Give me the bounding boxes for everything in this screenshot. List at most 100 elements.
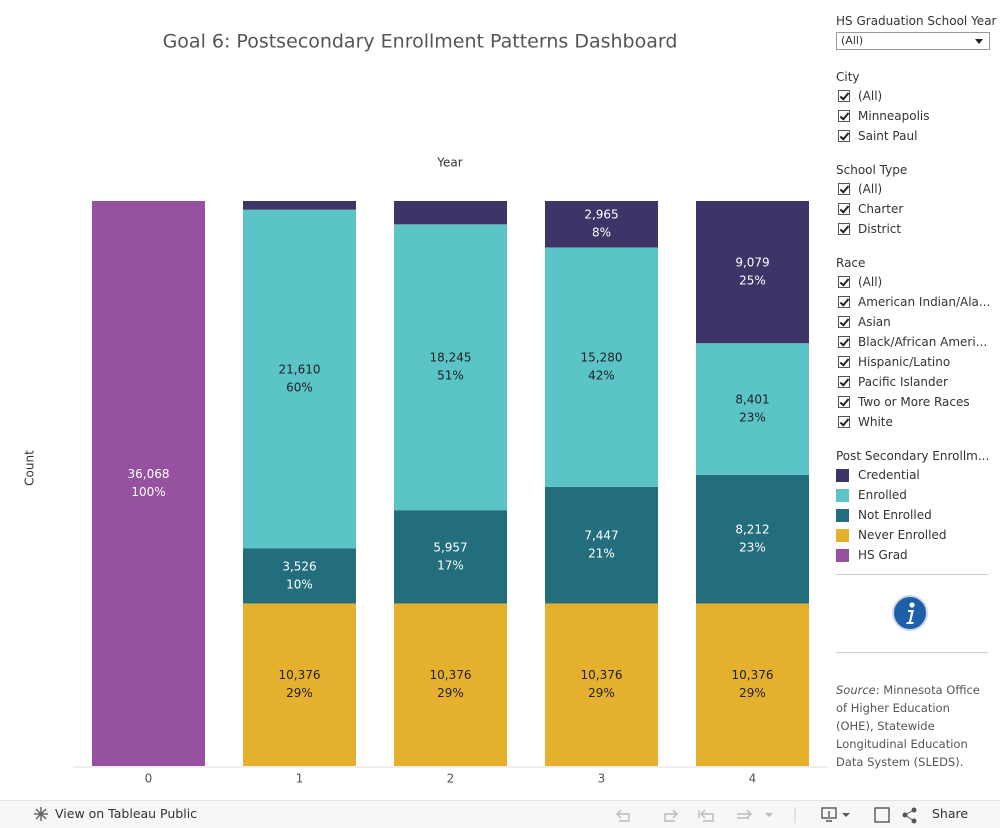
source-note: Source: Minnesota Office of Higher Educa…	[836, 681, 988, 771]
legend-label: Credential	[858, 468, 920, 482]
checkbox-item[interactable]: Charter	[838, 202, 903, 216]
chart-title: Goal 6: Postsecondary Enrollment Pattern…	[163, 31, 678, 53]
checkbox-item[interactable]: White	[838, 415, 893, 429]
option-label: Saint Paul	[858, 129, 918, 143]
value-label: 5,957	[433, 540, 467, 554]
option-label: Pacific Islander	[858, 375, 948, 389]
checkbox-item[interactable]: District	[838, 222, 901, 236]
checkbox-item[interactable]: Pacific Islander	[838, 375, 948, 389]
checkbox[interactable]	[838, 130, 850, 142]
value-label: 8,212	[735, 523, 769, 537]
percent-label: 8%	[592, 226, 611, 240]
checkbox-item[interactable]: (All)	[838, 89, 882, 103]
bar-segment	[545, 603, 658, 766]
checkbox-item[interactable]: (All)	[838, 275, 882, 289]
percent-label: 10%	[286, 577, 313, 591]
percent-label: 29%	[739, 686, 766, 700]
option-label: Hispanic/Latino	[858, 355, 951, 369]
checkbox[interactable]	[838, 416, 850, 428]
option-label: (All)	[858, 275, 883, 289]
checkbox[interactable]	[838, 276, 850, 288]
bar-segment	[394, 603, 507, 766]
checkbox-item[interactable]: American Indian/Ala...	[838, 295, 990, 309]
checkbox-item[interactable]: Minneapolis	[838, 109, 930, 123]
value-label: 7,447	[584, 529, 618, 543]
value-label: 9,079	[735, 256, 769, 270]
checkbox-item[interactable]: Asian	[838, 315, 891, 329]
bar-segment	[696, 603, 809, 766]
checkbox-item[interactable]: Hispanic/Latino	[838, 355, 950, 369]
x-tick-label: 4	[749, 772, 757, 786]
x-tick-label: 2	[447, 772, 455, 786]
filter-title: Race	[836, 256, 866, 270]
option-label: (All)	[858, 89, 883, 103]
legend-label: Enrolled	[858, 488, 907, 502]
percent-label: 29%	[437, 686, 464, 700]
percent-label: 29%	[286, 686, 313, 700]
checkbox[interactable]	[838, 396, 850, 408]
bar-segment	[545, 486, 658, 604]
checkbox-item[interactable]: (All)	[838, 182, 882, 196]
checkbox[interactable]	[838, 376, 850, 388]
legend-item: HS Grad	[836, 548, 908, 562]
checkbox[interactable]	[838, 90, 850, 102]
history-buttons	[616, 807, 796, 823]
bar-segment	[394, 201, 507, 225]
bar-segment	[243, 603, 356, 766]
bar-segment	[545, 247, 658, 487]
source-label: Source	[836, 683, 876, 697]
divider	[836, 574, 988, 575]
percent-label: 23%	[739, 411, 766, 425]
value-label: 15,280	[581, 351, 623, 365]
legend-label: HS Grad	[858, 548, 908, 562]
x-axis-title: Year	[436, 156, 462, 170]
value-label: 10,376	[430, 668, 472, 682]
percent-label: 42%	[588, 369, 615, 383]
checkbox[interactable]	[838, 356, 850, 368]
value-label: 3,526	[282, 559, 316, 573]
bar-segment	[92, 201, 205, 766]
percent-label: 100%	[131, 485, 165, 499]
percent-label: 25%	[739, 274, 766, 288]
checkbox[interactable]	[838, 183, 850, 195]
checkbox[interactable]	[838, 316, 850, 328]
bar-segment	[696, 201, 809, 344]
checkbox-item[interactable]: Two or More Races	[838, 395, 970, 409]
legend-label: Not Enrolled	[858, 508, 932, 522]
action-buttons[interactable]	[820, 805, 930, 825]
percent-label: 29%	[588, 686, 615, 700]
legend-swatch	[836, 508, 849, 522]
filter-title: City	[836, 70, 860, 84]
percent-label: 21%	[588, 547, 615, 561]
x-tick-label: 1	[296, 772, 304, 786]
option-label: Black/African Ameri...	[858, 335, 988, 349]
checkbox-item[interactable]: Black/African Ameri...	[838, 335, 987, 349]
legend-item: Enrolled	[836, 488, 907, 502]
value-label: 10,376	[581, 668, 623, 682]
checkbox-item[interactable]: Saint Paul	[838, 129, 917, 143]
checkbox[interactable]	[838, 296, 850, 308]
legend-swatch	[836, 488, 849, 502]
checkbox[interactable]	[838, 223, 850, 235]
toolbar: View on Tableau Public Share	[0, 800, 1000, 828]
checkbox[interactable]	[838, 110, 850, 122]
x-tick-label: 3	[598, 772, 606, 786]
filter-title: HS Graduation School Year	[836, 14, 997, 28]
view-link[interactable]: View on Tableau Public	[55, 806, 198, 821]
dropdown[interactable]: (All)	[836, 32, 990, 50]
share-button[interactable]: Share	[932, 806, 969, 821]
bar-segment	[243, 201, 356, 210]
tableau-icon	[34, 807, 48, 821]
percent-label: 23%	[739, 541, 766, 555]
checkbox[interactable]	[838, 203, 850, 215]
checkbox[interactable]	[838, 336, 850, 348]
bar-segment	[545, 201, 658, 248]
value-label: 2,965	[584, 208, 618, 222]
info-icon[interactable]	[892, 595, 928, 631]
option-label: District	[858, 222, 902, 236]
value-label: 36,068	[128, 467, 170, 481]
option-label: Asian	[858, 315, 891, 329]
source-text: : Minnesota Office of Higher Education (…	[836, 683, 980, 769]
legend-title: Post Secondary Enrollm...	[836, 449, 990, 463]
